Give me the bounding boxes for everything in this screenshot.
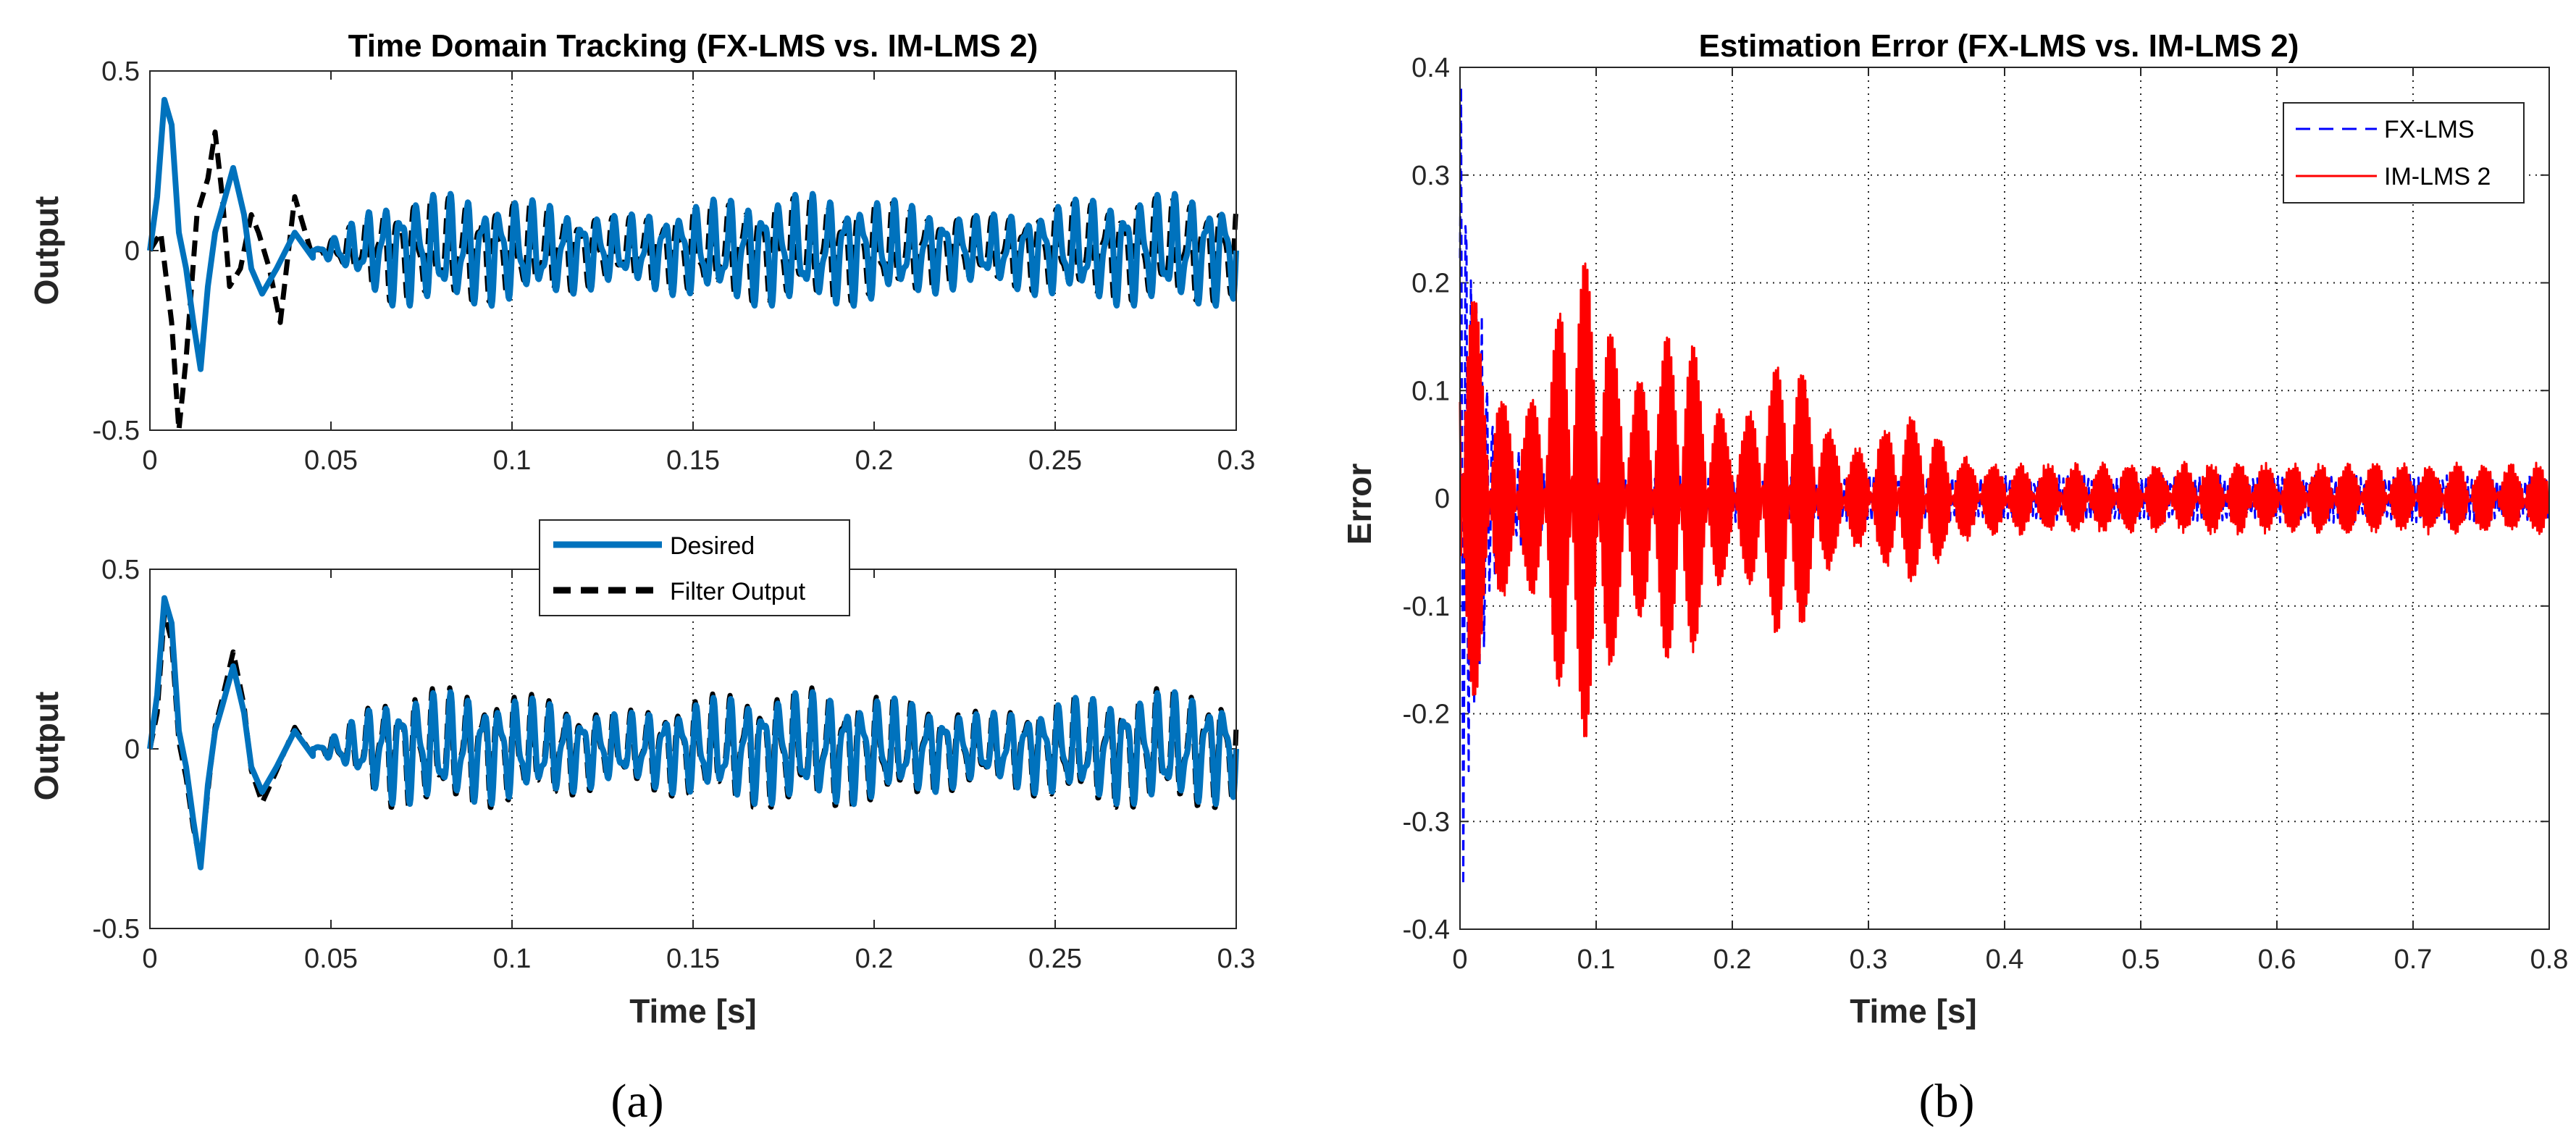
chart-b-series-im-lms-2	[1459, 262, 2549, 737]
legend-label-desired: Desired	[670, 532, 755, 560]
chart-b-ytick-label: 0.2	[1411, 269, 1450, 299]
chart-a1-series-desired	[147, 96, 1239, 372]
chart-b-title: Estimation Error (FX-LMS vs. IM-LMS 2)	[1699, 28, 2299, 64]
chart-a2-legend: Desired Filter Output	[539, 519, 850, 616]
chart-b-legend-box	[2283, 102, 2525, 204]
chart-a2-xtick-label: 0.25	[1028, 944, 1082, 974]
chart-b-ticks: 0 0.1 0.2 0.3 0.4 0.5 0.6 0.7 0.80.40.30.20.10-0…	[1403, 53, 2569, 975]
chart-b-ytick-label: -0.1	[1403, 592, 1450, 622]
chart-b-xtick-label: 0.2	[1713, 944, 1752, 975]
chart-b-ytick-label: 0.4	[1411, 53, 1450, 83]
chart-b-series	[1459, 85, 2549, 886]
chart-b-ytick-label: -0.3	[1403, 807, 1450, 837]
chart-a2-xtick-label: 0.1	[493, 944, 532, 974]
chart-a2-ticks: 0 0.05 0.1 0.15 0.2 0.25 0.30.50-0.5	[93, 555, 1256, 974]
chart-b-axes-box	[1459, 67, 2550, 930]
chart-b-xtick-label: 0	[1452, 944, 1467, 975]
chart-a1-ytick-label: -0.5	[93, 416, 140, 446]
chart-a1-xtick-label: 0.25	[1028, 445, 1082, 476]
chart-a2-series-desired	[147, 595, 1239, 871]
chart-a2-legend-box	[539, 519, 850, 616]
chart-a1-xtick-label: 0.15	[666, 445, 720, 476]
chart-a1-series	[147, 96, 1239, 433]
chart-a1-title: Time Domain Tracking (FX-LMS vs. IM-LMS …	[348, 28, 1039, 64]
chart-b-xlabel: Time [s]	[1850, 992, 1977, 1030]
chart-a2-ytick-label: -0.5	[93, 914, 140, 944]
chart-b-xtick-label: 0.4	[1986, 944, 2024, 975]
chart-b-xtick-label: 0.5	[2122, 944, 2160, 975]
chart-a2-series	[147, 595, 1239, 871]
chart-a1-xtick-label: 0.1	[493, 445, 532, 476]
chart-b-ytick-label: 0.1	[1411, 376, 1450, 406]
chart-b-ylabel: Error	[1341, 464, 1378, 545]
chart-a2: Output Time [s] 0 0.05 0.1 0.15 0.2 0.25 0.3 0.…	[28, 519, 1256, 1030]
chart-a2-xtick-label: 0.15	[666, 944, 720, 974]
legend-label-filter-output: Filter Output	[670, 578, 806, 605]
legend-label-im-lms-2: IM-LMS 2	[2384, 163, 2491, 190]
chart-a1: Time Domain Tracking (FX-LMS vs. IM-LMS …	[28, 28, 1255, 476]
chart-a1-xtick-label: 0.05	[304, 445, 358, 476]
chart-b-legend: FX-LMS IM-LMS 2	[2283, 102, 2525, 204]
chart-a2-ytick-label: 0	[125, 734, 140, 765]
chart-b-xtick-label: 0.6	[2258, 944, 2296, 975]
chart-a2-ylabel: Output	[28, 692, 65, 801]
chart-a1-xtick-label: 0.2	[855, 445, 894, 476]
chart-b-ytick-label: -0.4	[1403, 915, 1450, 945]
chart-a2-xtick-label: 0.05	[304, 944, 358, 974]
chart-a1-grid	[511, 71, 1056, 430]
chart-b-ytick-label: 0.3	[1411, 161, 1450, 191]
chart-b-xtick-label: 0.8	[2530, 944, 2569, 975]
chart-b-xtick-label: 0.1	[1577, 944, 1616, 975]
chart-a2-ytick-label: 0.5	[101, 555, 140, 585]
chart-b-xtick-label: 0.3	[1850, 944, 1888, 975]
caption-a: (a)	[611, 1075, 663, 1128]
chart-a2-xtick-label: 0	[142, 944, 157, 974]
caption-b: (b)	[1919, 1075, 1975, 1128]
chart-a2-xtick-label: 0.2	[855, 944, 894, 974]
chart-a1-ticks: 0 0.05 0.1 0.15 0.2 0.25 0.30.50-0.5	[93, 56, 1256, 476]
chart-a1-ylabel: Output	[28, 196, 65, 306]
chart-a1-xtick-label: 0	[142, 445, 157, 476]
chart-a2-xlabel: Time [s]	[629, 992, 757, 1030]
chart-a1-axes-box	[149, 70, 1237, 431]
chart-a1-xtick-label: 0.3	[1217, 445, 1256, 476]
legend-label-fx-lms: FX-LMS	[2384, 116, 2475, 143]
chart-a2-grid	[511, 569, 1056, 928]
chart-b-xtick-label: 0.7	[2394, 944, 2433, 975]
chart-b-ytick-label: -0.2	[1403, 700, 1450, 730]
chart-b: Estimation Error (FX-LMS vs. IM-LMS 2) E…	[1341, 28, 2568, 1030]
chart-a1-ytick-label: 0.5	[101, 56, 140, 87]
chart-b-ytick-label: 0	[1435, 484, 1450, 514]
chart-a2-xtick-label: 0.3	[1217, 944, 1256, 974]
chart-a1-ytick-label: 0	[125, 236, 140, 267]
